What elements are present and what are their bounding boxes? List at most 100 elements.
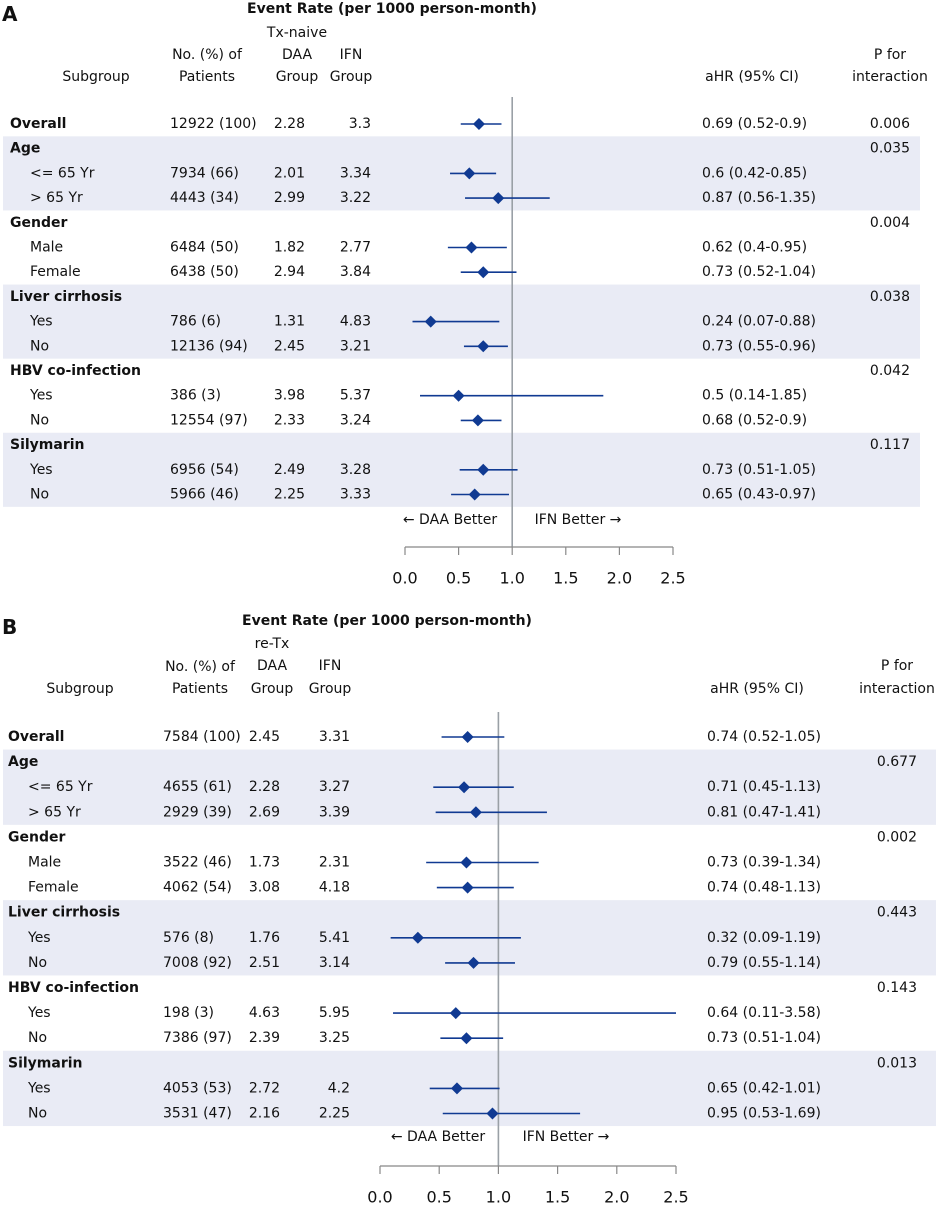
x-tick-label: 0.5	[426, 1188, 451, 1207]
daa-rate: 2.16	[249, 1106, 280, 1122]
ifn-rate: 3.34	[340, 165, 371, 181]
patients-value: 6438 (50)	[170, 264, 239, 280]
forest-panel-b: B Event Rate (per 1000 person-month) Subgr…	[2, 613, 936, 1207]
x-tick-label: 2.5	[660, 569, 685, 588]
x-tick-label: 1.5	[553, 569, 578, 588]
ifn-rate: 5.37	[340, 388, 371, 404]
group-label: Overall	[8, 729, 64, 745]
header-ahr: aHR (95% CI)	[710, 681, 804, 697]
ifn-rate: 2.31	[319, 855, 350, 871]
p-interaction: 0.038	[870, 289, 910, 305]
daa-better-label: ← DAA Better	[391, 1129, 486, 1145]
subgroup-label: Female	[30, 264, 81, 280]
ifn-rate: 3.21	[340, 338, 371, 354]
hr-marker	[458, 781, 471, 794]
hr-marker	[477, 340, 490, 353]
ifn-rate: 3.39	[319, 804, 350, 820]
ifn-rate: 4.2	[328, 1080, 350, 1096]
subgroup-label: No	[30, 412, 49, 428]
ifn-rate: 5.41	[319, 930, 350, 946]
patients-value: 2929 (39)	[163, 804, 232, 820]
subgroup-label: Yes	[27, 1080, 51, 1096]
hr-marker	[460, 1032, 473, 1045]
header-daa-group: Group	[251, 681, 294, 697]
hr-marker	[461, 881, 474, 894]
x-tick-label: 0.5	[446, 569, 471, 588]
patients-value: 198 (3)	[163, 1005, 214, 1021]
ifn-rate: 3.33	[340, 487, 371, 503]
hr-marker	[469, 806, 482, 819]
patients-value: 576 (8)	[163, 930, 214, 946]
hr-marker	[471, 414, 484, 427]
header-ifn-group: Group	[309, 681, 352, 697]
ahr-ci: 0.32 (0.09-1.19)	[707, 930, 821, 946]
daa-rate: 2.28	[274, 116, 305, 132]
ifn-rate: 5.95	[319, 1005, 350, 1021]
ifn-better-label: IFN Better →	[535, 512, 622, 528]
x-tick-label: 2.0	[604, 1188, 629, 1207]
group-label: Age	[10, 141, 40, 157]
patients-value: 4053 (53)	[163, 1080, 232, 1096]
subgroup-label: No	[28, 955, 47, 971]
p-interaction: 0.143	[877, 980, 917, 996]
hr-marker	[460, 856, 473, 869]
p-interaction: 0.443	[877, 905, 917, 921]
x-tick-label: 1.0	[499, 569, 524, 588]
group-label: HBV co-infection	[10, 363, 141, 379]
ifn-rate: 2.25	[319, 1106, 350, 1122]
ahr-ci: 0.6 (0.42-0.85)	[702, 165, 807, 181]
hr-marker	[468, 488, 481, 501]
event-rate-title: Event Rate (per 1000 person-month)	[242, 613, 532, 629]
subgroup-label: > 65 Yr	[28, 804, 81, 820]
group-label: Gender	[8, 829, 65, 845]
daa-rate: 2.45	[249, 729, 280, 745]
ahr-ci: 0.24 (0.07-0.88)	[702, 314, 816, 330]
header-p-interaction: P for	[874, 47, 906, 63]
daa-rate: 2.51	[249, 955, 280, 971]
header-p-interaction: interaction	[859, 681, 935, 697]
patients-value: 3531 (47)	[163, 1106, 232, 1122]
p-interaction: 0.006	[870, 116, 910, 132]
ifn-better-label: IFN Better →	[523, 1129, 610, 1145]
group-label: HBV co-infection	[8, 980, 139, 996]
hr-marker	[424, 315, 437, 328]
ahr-ci: 0.74 (0.48-1.13)	[707, 880, 821, 896]
daa-rate: 2.99	[274, 190, 305, 206]
ahr-ci: 0.74 (0.52-1.05)	[707, 729, 821, 745]
ifn-rate: 3.22	[340, 190, 371, 206]
hr-marker	[486, 1107, 499, 1120]
ahr-ci: 0.79 (0.55-1.14)	[707, 955, 821, 971]
x-tick-label: 2.5	[663, 1188, 688, 1207]
subgroup-label: Male	[30, 240, 63, 256]
daa-rate: 2.69	[249, 804, 280, 820]
daa-rate: 2.25	[274, 487, 305, 503]
patients-value: 6484 (50)	[170, 240, 239, 256]
header-daa-group: Tx-naive	[266, 25, 327, 41]
ahr-ci: 0.73 (0.55-0.96)	[702, 338, 816, 354]
patients-value: 7584 (100)	[163, 729, 241, 745]
hr-marker	[465, 241, 478, 254]
p-interaction: 0.004	[870, 215, 910, 231]
ifn-rate: 3.14	[319, 955, 350, 971]
ifn-rate: 3.24	[340, 412, 371, 428]
header-daa-group: DAA	[257, 658, 288, 674]
hr-marker	[452, 389, 465, 402]
group-label: Gender	[10, 215, 67, 231]
ahr-ci: 0.73 (0.39-1.34)	[707, 855, 821, 871]
x-tick-label: 0.0	[392, 569, 417, 588]
daa-rate: 2.33	[274, 412, 305, 428]
header-daa-group: DAA	[282, 47, 313, 63]
patients-value: 386 (3)	[170, 388, 221, 404]
header-p-interaction: P for	[881, 658, 913, 674]
subgroup-label: Yes	[27, 1005, 51, 1021]
group-label: Overall	[10, 116, 66, 132]
ifn-rate: 3.27	[319, 779, 350, 795]
x-tick-label: 1.5	[545, 1188, 570, 1207]
header-subgroup: Subgroup	[46, 681, 113, 697]
daa-rate: 1.31	[274, 314, 305, 330]
group-label: Liver cirrhosis	[8, 905, 120, 921]
p-interaction: 0.013	[877, 1055, 917, 1071]
ahr-ci: 0.68 (0.52-0.9)	[702, 412, 807, 428]
header-ahr: aHR (95% CI)	[705, 69, 799, 85]
